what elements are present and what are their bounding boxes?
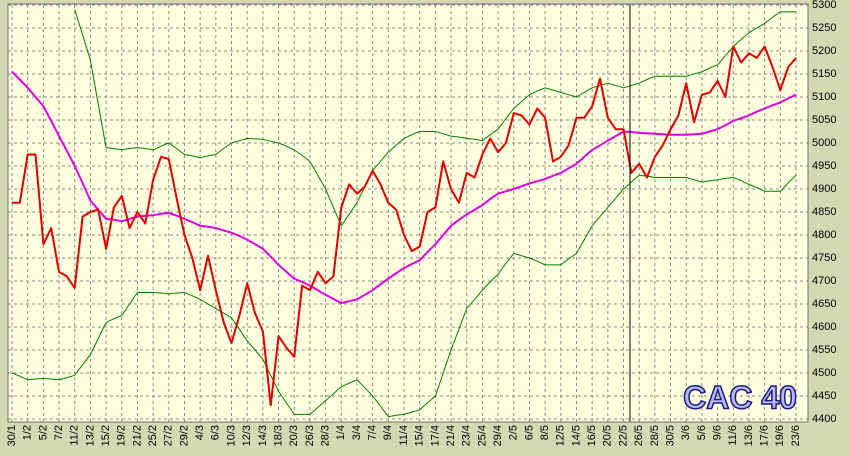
x-tick-label: 17/4 bbox=[429, 425, 441, 446]
y-tick-label: 5250 bbox=[812, 22, 836, 34]
x-tick-label: 18/3 bbox=[272, 425, 284, 446]
x-tick-label: 1/2 bbox=[22, 425, 34, 440]
x-tick-label: 22/5 bbox=[617, 425, 629, 446]
x-tick-label: 20/5 bbox=[602, 425, 614, 446]
y-tick-label: 5200 bbox=[812, 45, 836, 57]
plot-frame bbox=[7, 3, 809, 423]
x-tick-label: 6/3 bbox=[210, 425, 222, 440]
y-tick-label: 5300 bbox=[812, 0, 836, 11]
x-tick-label: 15/4 bbox=[414, 425, 426, 446]
x-tick-label: 21/4 bbox=[445, 425, 457, 446]
y-tick-label: 4850 bbox=[812, 206, 836, 218]
chart-title: CAC 40 bbox=[683, 379, 797, 415]
x-tick-label: 25/2 bbox=[147, 425, 159, 446]
x-tick-label: 29/2 bbox=[178, 425, 190, 446]
x-tick-label: 28/5 bbox=[649, 425, 661, 446]
x-tick-label: 21/2 bbox=[131, 425, 143, 446]
x-tick-label: 12/5 bbox=[555, 425, 567, 446]
y-tick-label: 4600 bbox=[812, 321, 836, 333]
x-tick-label: 17/6 bbox=[759, 425, 771, 446]
x-tick-label: 9/6 bbox=[712, 425, 724, 440]
x-tick-label: 11/4 bbox=[398, 425, 410, 446]
x-tick-label: 29/4 bbox=[492, 425, 504, 446]
x-tick-label: 1/4 bbox=[335, 425, 347, 440]
x-tick-label: 28/3 bbox=[320, 425, 332, 446]
series-lines bbox=[11, 9, 797, 418]
x-tick-label: 14/5 bbox=[570, 425, 582, 446]
x-tick-label: 13/2 bbox=[84, 425, 96, 446]
plot-background bbox=[8, 4, 808, 422]
y-tick-label: 4750 bbox=[812, 252, 836, 264]
x-tick-label: 5/2 bbox=[37, 425, 49, 440]
x-tick-label: 9/4 bbox=[382, 425, 394, 440]
x-tick-label: 6/5 bbox=[523, 425, 535, 440]
x-tick-label: 4/3 bbox=[194, 425, 206, 440]
x-tick-label: 7/2 bbox=[53, 425, 65, 440]
x-tick-label: 14/3 bbox=[257, 425, 269, 446]
y-tick-label: 4400 bbox=[812, 413, 836, 425]
x-tick-label: 20/3 bbox=[288, 425, 300, 446]
x-tick-label: 16/5 bbox=[586, 425, 598, 446]
x-tick-label: 10/3 bbox=[225, 425, 237, 446]
x-tick-label: 26/5 bbox=[633, 425, 645, 446]
y-tick-label: 4650 bbox=[812, 298, 836, 310]
x-tick-label: 23/4 bbox=[461, 425, 473, 446]
y-tick-label: 5150 bbox=[812, 68, 836, 80]
y-tick-label: 4500 bbox=[812, 367, 836, 379]
x-tick-label: 23/6 bbox=[790, 425, 802, 446]
y-tick-label: 4700 bbox=[812, 275, 836, 287]
y-tick-label: 4900 bbox=[812, 183, 836, 195]
x-tick-label: 15/2 bbox=[100, 425, 112, 446]
x-tick-label: 13/6 bbox=[743, 425, 755, 446]
x-tick-label: 7/4 bbox=[367, 425, 379, 440]
x-tick-label: 2/5 bbox=[508, 425, 520, 440]
x-tick-label: 3/6 bbox=[680, 425, 692, 440]
x-tick-label: 25/4 bbox=[476, 425, 488, 446]
x-tick-label: 8/5 bbox=[539, 425, 551, 440]
series-line bbox=[11, 70, 797, 305]
grid bbox=[8, 4, 808, 422]
y-tick-label: 4950 bbox=[812, 160, 836, 172]
y-tick-label: 5100 bbox=[812, 91, 836, 103]
x-tick-label: 11/6 bbox=[727, 425, 739, 446]
series-line bbox=[74, 9, 796, 227]
x-tick-label: 30/5 bbox=[664, 425, 676, 446]
x-tick-label: 12/3 bbox=[241, 425, 253, 446]
y-tick-label: 4800 bbox=[812, 229, 836, 241]
y-tick-label: 4450 bbox=[812, 390, 836, 402]
x-tick-label: 11/2 bbox=[69, 425, 81, 446]
x-tick-label: 19/6 bbox=[774, 425, 786, 446]
x-tick-label: 26/3 bbox=[304, 425, 316, 446]
x-tick-label: 3/4 bbox=[351, 425, 363, 440]
series-line bbox=[12, 45, 797, 407]
x-tick-label: 5/6 bbox=[696, 425, 708, 440]
x-tick-label: 19/2 bbox=[116, 425, 128, 446]
y-tick-label: 5050 bbox=[812, 114, 836, 126]
x-tick-label: 30/1 bbox=[6, 425, 18, 446]
y-tick-label: 5000 bbox=[812, 137, 836, 149]
y-tick-label: 4550 bbox=[812, 344, 836, 356]
series-line bbox=[11, 174, 797, 418]
x-tick-label: 27/2 bbox=[163, 425, 175, 446]
